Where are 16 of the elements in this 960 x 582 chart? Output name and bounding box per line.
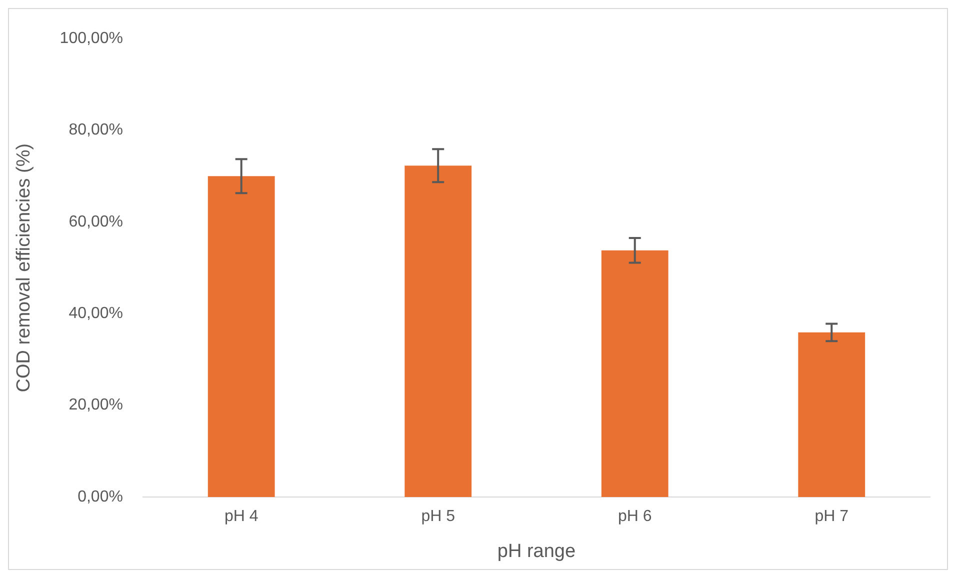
y-tick-label: 20,00% bbox=[68, 396, 123, 414]
y-tick-label: 60,00% bbox=[68, 213, 123, 230]
x-axis-title: pH range bbox=[497, 540, 576, 562]
x-tick-label: pH 7 bbox=[814, 508, 849, 526]
bar bbox=[208, 176, 275, 497]
y-tick-label: 80,00% bbox=[68, 122, 123, 139]
bar bbox=[601, 250, 668, 497]
y-tick-label: 40,00% bbox=[68, 305, 123, 322]
x-tick-label: pH 6 bbox=[618, 508, 652, 526]
bar bbox=[798, 332, 866, 497]
y-tick-label: 100,00% bbox=[60, 30, 123, 48]
x-tick-label: pH 5 bbox=[421, 508, 456, 526]
y-tick-label: 0,00% bbox=[78, 488, 123, 506]
x-tick-label: pH 4 bbox=[224, 508, 258, 526]
bar bbox=[404, 166, 472, 497]
y-axis-title: COD removal efficiencies (%) bbox=[14, 143, 35, 392]
